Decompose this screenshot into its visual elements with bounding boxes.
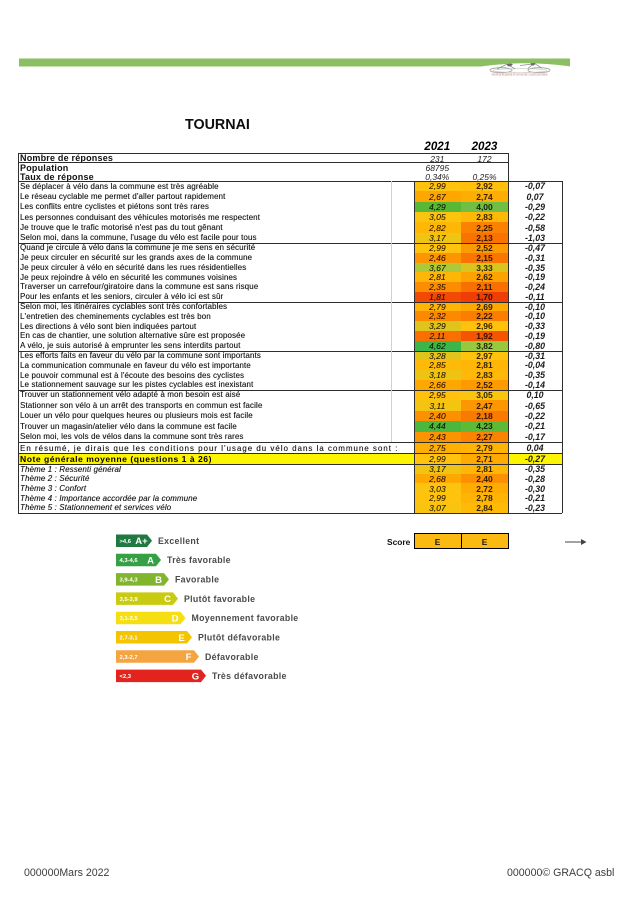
svg-text:Très défavorable: Très défavorable [212, 671, 287, 681]
svg-text:3,1-3,5: 3,1-3,5 [120, 616, 139, 622]
svg-text:B: B [155, 575, 162, 586]
svg-text:C: C [164, 594, 171, 605]
svg-text:Très favorable: Très favorable [167, 555, 231, 565]
svg-text:3,9-4,3: 3,9-4,3 [120, 578, 139, 584]
svg-text:A+: A+ [135, 536, 148, 547]
svg-text:Défavorable: Défavorable [205, 652, 259, 662]
svg-text:2,3-2,7: 2,3-2,7 [120, 655, 138, 661]
svg-text:Favorable: Favorable [175, 575, 219, 585]
svg-text:GROUPE DE RECHERCHE ET D'ACTIO: GROUPE DE RECHERCHE ET D'ACTION DES CYCL… [492, 73, 548, 76]
svg-text:D: D [172, 614, 179, 625]
svg-text:Plutôt défavorable: Plutôt défavorable [198, 633, 280, 643]
svg-text:>4,6: >4,6 [120, 539, 132, 545]
svg-text:G: G [192, 671, 199, 682]
svg-text:<2,3: <2,3 [120, 674, 132, 680]
svg-text:Excellent: Excellent [158, 536, 199, 546]
svg-text:Moyennement favorable: Moyennement favorable [192, 613, 299, 623]
svg-text:3,5-3,9: 3,5-3,9 [120, 597, 139, 603]
svg-text:Plutôt favorable: Plutôt favorable [184, 594, 255, 604]
svg-text:E: E [178, 633, 184, 644]
svg-text:F: F [186, 652, 192, 663]
svg-text:2,7-3,1: 2,7-3,1 [120, 636, 139, 642]
svg-text:4,3-4,6: 4,3-4,6 [120, 558, 139, 564]
svg-text:A: A [147, 556, 154, 567]
